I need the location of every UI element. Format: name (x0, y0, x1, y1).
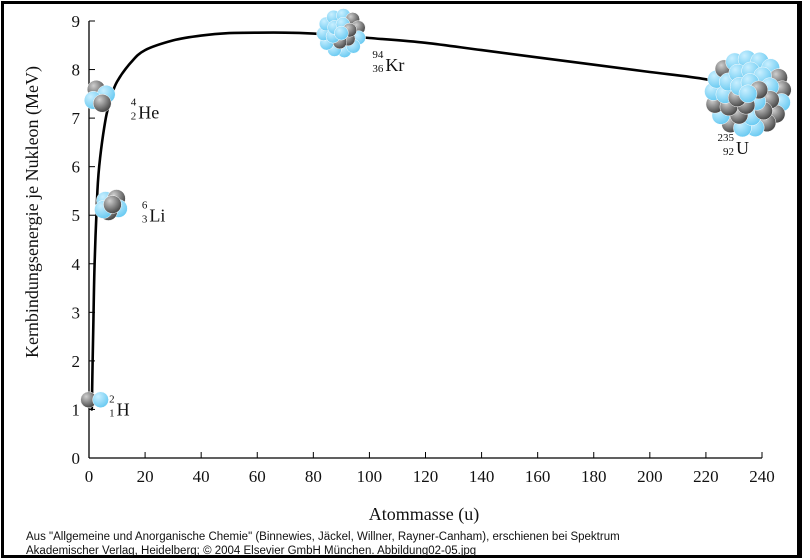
nuclide-symbol: H (117, 400, 130, 420)
nuclide-mass-number: 94 (372, 49, 384, 61)
y-tick-label: 8 (72, 61, 81, 80)
x-tick-label: 240 (749, 467, 775, 486)
proton-sphere (738, 84, 758, 104)
x-tick-label: 20 (137, 467, 154, 486)
nuclide-label-kr: 94 36 Kr (372, 49, 404, 75)
x-tick-label: 40 (193, 467, 210, 486)
nuclide-mass-number: 6 (142, 200, 148, 212)
y-tick-label: 1 (72, 400, 81, 419)
x-tick-label: 140 (469, 467, 495, 486)
x-tick-label: 120 (413, 467, 439, 486)
proton-sphere (334, 25, 349, 41)
neutron-sphere (92, 94, 112, 113)
nuclide-symbol: U (736, 138, 749, 158)
nuclide-atomic-number: 1 (109, 408, 115, 420)
nucleus-kr (316, 8, 366, 58)
x-tick-label: 60 (249, 467, 266, 486)
x-tick-label: 180 (581, 467, 607, 486)
y-tick-label: 9 (72, 12, 81, 31)
credit-line-1: Aus "Allgemeine und Anorganische Chemie"… (26, 531, 620, 543)
image-credit: Aus "Allgemeine und Anorganische Chemie"… (26, 530, 620, 558)
nuclide-label-u: 235 92 U (717, 132, 749, 158)
y-tick-label: 5 (72, 206, 81, 225)
x-tick-label: 0 (85, 467, 94, 486)
nuclide-atomic-number: 92 (723, 146, 734, 158)
y-tick-label: 7 (72, 109, 81, 128)
nuclide-symbol: Li (149, 206, 165, 226)
y-tick-label: 0 (72, 449, 81, 468)
binding-energy-curve (90, 31, 750, 411)
neutron-sphere (103, 195, 122, 214)
y-tick-label: 6 (72, 158, 81, 177)
nuclide-atomic-number: 2 (131, 110, 137, 122)
x-tick-label: 100 (357, 467, 383, 486)
x-tick-label: 200 (637, 467, 663, 486)
curve-layer (90, 31, 750, 411)
x-tick-label: 80 (305, 467, 322, 486)
nucleus-he (83, 80, 116, 113)
nuclide-atomic-number: 3 (142, 214, 148, 226)
x-axis-title: Atommasse (u) (369, 504, 479, 525)
nuclide-label-h: 2 1 H (109, 394, 130, 420)
y-tick-label: 3 (72, 303, 81, 322)
nucleus-u (704, 49, 792, 138)
y-tick-label: 4 (72, 255, 81, 274)
nuclide-mass-number: 235 (717, 132, 734, 144)
binding-energy-chart: 0 20 40 60 80 100 120 140 160 180 200 220 240 0 1 2 3 4 5 6… (22, 8, 792, 525)
nucleus-h (80, 391, 109, 408)
nuclide-atomic-number: 36 (372, 63, 384, 75)
y-tick-label: 2 (72, 352, 81, 371)
nuclide-label-he: 4 2 He (131, 96, 160, 122)
nuclide-symbol: He (138, 102, 159, 122)
nuclide-mass-number: 2 (109, 394, 115, 406)
credit-line-2: Akademischer Verlag, Heidelberg; © 2004 … (26, 545, 477, 557)
axes: 0 20 40 60 80 100 120 140 160 180 200 220 240 0 1 2 3 4 5 6… (72, 12, 775, 486)
nuclide-mass-number: 4 (131, 96, 137, 108)
proton-sphere (92, 391, 109, 408)
nuclide-label-li: 6 3 Li (142, 200, 166, 226)
x-tick-label: 160 (525, 467, 551, 486)
nuclide-symbol: Kr (385, 55, 404, 75)
nucleus-li (94, 189, 128, 221)
y-axis-title: Kernbindungsenergie je Nukleon (MeV) (22, 66, 43, 358)
x-tick-label: 220 (693, 467, 719, 486)
